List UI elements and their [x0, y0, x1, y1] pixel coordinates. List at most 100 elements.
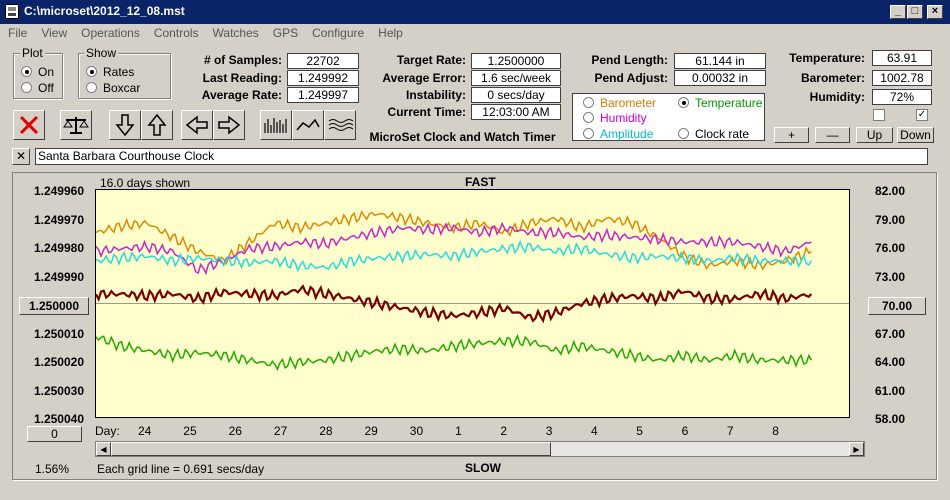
average-rate-value: 1.249997 — [287, 87, 359, 103]
menu-bar: File View Operations Controls Watches GPS Conf… — [0, 24, 950, 42]
app-icon — [5, 4, 19, 19]
scroll-thumb[interactable] — [111, 442, 551, 456]
right-axis-tick: 79.00 — [874, 212, 906, 227]
series-line-amplitude — [95, 239, 813, 273]
day-axis-label: Day: — [95, 424, 120, 438]
show-boxcar-radio[interactable]: Boxcar — [86, 81, 140, 95]
series-line-clock-rate — [95, 284, 813, 324]
menu-file[interactable]: File — [8, 26, 28, 40]
series-temperature-radio[interactable]: Temperature — [678, 96, 762, 110]
instability-value: 0 secs/day — [471, 87, 561, 103]
plot-area — [95, 189, 850, 418]
right-axis-tick: 64.00 — [874, 355, 906, 369]
series-amplitude-radio[interactable]: Amplitude — [583, 127, 653, 141]
watch-name-field[interactable]: Santa Barbara Courthouse Clock — [35, 148, 928, 165]
left-axis-tick: 1.249970 — [33, 212, 84, 227]
last-reading-value: 1.249992 — [287, 70, 359, 86]
slow-label: SLOW — [465, 461, 501, 475]
target-rate-value: 1.2500000 — [471, 53, 561, 69]
scroll-left-arrow[interactable]: ◀ — [96, 442, 111, 456]
option-checkbox-2[interactable]: ✓ — [916, 109, 928, 121]
window-title: C:\microset\2012_12_08.mst — [24, 4, 185, 18]
menu-operations[interactable]: Operations — [81, 26, 140, 40]
scroll-left-button[interactable] — [181, 110, 213, 140]
average-rate-label: Average Rate: — [201, 88, 282, 102]
instability-label: Instability: — [405, 88, 466, 102]
left-axis-tick: 1.249990 — [33, 269, 84, 284]
chart-svg — [95, 210, 849, 371]
close-watch-button[interactable]: ✕ — [12, 148, 30, 165]
right-axis-tick: 73.00 — [874, 269, 906, 284]
right-axis-tick: 61.00 — [874, 383, 906, 398]
histogram-view-button[interactable] — [260, 110, 292, 140]
center-temp-button[interactable]: 70.00 — [868, 297, 926, 315]
clear-button[interactable] — [13, 110, 45, 140]
red-x-icon — [19, 115, 39, 135]
day-tick: 8 — [772, 424, 779, 438]
menu-watches[interactable]: Watches — [212, 26, 259, 40]
show-group — [78, 53, 171, 99]
arrow-right-icon — [218, 115, 241, 135]
target-rate-label: Target Rate: — [396, 53, 466, 67]
right-axis-tick: 82.00 — [874, 184, 906, 198]
menu-help[interactable]: Help — [378, 26, 403, 40]
menu-controls[interactable]: Controls — [153, 26, 199, 40]
balance-button[interactable] — [60, 110, 92, 140]
bars-icon — [264, 118, 287, 133]
series-line-humidity — [95, 221, 812, 276]
menu-gps[interactable]: GPS — [272, 26, 299, 40]
left-axis-tick: 1.250020 — [33, 355, 84, 369]
app-name: MicroSet Clock and Watch Timer — [369, 130, 556, 144]
barometer-value: 1002.78 — [872, 70, 932, 86]
grid-note: Each grid line = 0.691 secs/day — [97, 462, 265, 476]
current-time-value: 12:03:00 AM — [471, 104, 561, 120]
close-window-button[interactable]: × — [927, 5, 943, 19]
series-select-panel: Barometer Temperature Humidity Amplitude… — [572, 93, 765, 141]
day-tick: 7 — [726, 424, 734, 438]
scroll-right-arrow[interactable]: ▶ — [849, 442, 864, 456]
show-rates-radio[interactable]: Rates — [86, 65, 134, 79]
days-shown-label: 16.0 days shown — [100, 176, 191, 190]
left-axis-tick: 1.250030 — [33, 383, 84, 398]
time-scrollbar[interactable]: ◀ ▶ — [95, 441, 865, 457]
center-rate-button[interactable]: 1.250000 — [19, 297, 89, 315]
scale-plus-button[interactable]: + — [774, 127, 809, 143]
wave-view-button[interactable] — [324, 110, 356, 140]
pend-length-label: Pend Length: — [591, 53, 668, 67]
left-axis-tick: 1.249960 — [33, 184, 84, 198]
zero-button[interactable]: 0 — [27, 426, 82, 442]
arrow-down-icon — [115, 114, 135, 137]
day-tick: 1 — [455, 424, 462, 438]
left-axis-tick: 1.250010 — [33, 326, 84, 341]
scale-minus-button[interactable]: — — [815, 127, 850, 143]
scroll-right-button[interactable] — [213, 110, 245, 140]
right-axis-tick: 58.00 — [874, 412, 906, 426]
day-tick: 24 — [138, 424, 152, 438]
series-clock-rate-radio[interactable]: Clock rate — [678, 127, 749, 141]
series-humidity-radio[interactable]: Humidity — [583, 111, 647, 125]
wave-lines-icon — [328, 119, 353, 131]
arrow-up-icon — [147, 113, 167, 136]
menu-view[interactable]: View — [41, 26, 68, 40]
line-view-button[interactable] — [292, 110, 324, 140]
plot-on-radio[interactable]: On — [21, 65, 54, 79]
option-checkbox-1[interactable] — [873, 109, 885, 121]
minimize-button[interactable]: _ — [890, 5, 906, 19]
scale-up-button[interactable]: Up — [856, 127, 893, 143]
plot-off-radio[interactable]: Off — [21, 81, 54, 95]
plot-frame — [12, 172, 937, 480]
day-tick: 6 — [681, 424, 689, 438]
samples-label: # of Samples: — [203, 53, 282, 67]
maximize-button[interactable]: □ — [907, 5, 923, 19]
day-tick: 25 — [183, 424, 197, 438]
series-barometer-radio[interactable]: Barometer — [583, 96, 656, 110]
samples-value: 22702 — [287, 53, 359, 69]
day-tick: 3 — [545, 424, 553, 438]
show-group-label: Show — [84, 46, 119, 60]
humidity-label: Humidity: — [809, 90, 865, 104]
move-up-button[interactable] — [141, 110, 173, 140]
move-down-button[interactable] — [109, 110, 141, 140]
scale-down-button[interactable]: Down — [897, 127, 934, 143]
arrow-left-icon — [185, 115, 208, 135]
menu-configure[interactable]: Configure — [312, 26, 365, 40]
